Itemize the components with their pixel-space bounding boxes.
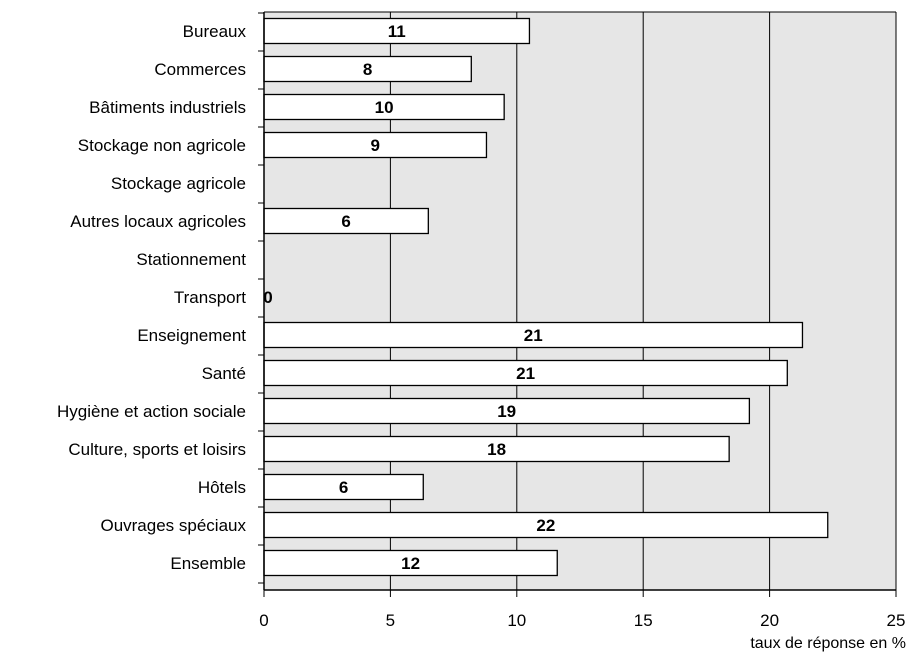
bar: [263, 17, 531, 45]
category-label: Hôtels: [198, 478, 246, 497]
data-label: 6: [341, 212, 350, 231]
category-label: Bâtiments industriels: [89, 98, 246, 117]
data-label: 8: [363, 60, 372, 79]
category-label: Stockage agricole: [111, 174, 246, 193]
bar: [263, 511, 829, 539]
data-label: 11: [388, 22, 406, 41]
data-label: 18: [487, 440, 506, 459]
data-label: 6: [339, 478, 348, 497]
x-tick-label: 15: [634, 611, 653, 630]
bar: [263, 93, 505, 121]
data-label: 12: [401, 554, 420, 573]
x-axis: 0 5 10 15 20 25: [258, 11, 906, 630]
category-label: Enseignement: [137, 326, 246, 345]
x-tick-label: 10: [507, 611, 526, 630]
x-tick-label: 20: [760, 611, 779, 630]
bar: [263, 207, 429, 235]
category-label: Autres locaux agricoles: [70, 212, 246, 231]
x-axis-title: taux de réponse en %: [750, 635, 906, 652]
data-label: 22: [536, 516, 555, 535]
bar: [263, 549, 558, 577]
x-tick-label: 25: [887, 611, 906, 630]
category-labels: Bureaux Commerces Bâtiments industriels Sto…: [57, 22, 247, 573]
data-label: 21: [516, 364, 535, 383]
category-label: Commerces: [154, 60, 246, 79]
data-label: 10: [375, 98, 394, 117]
x-tick-label: 0: [259, 611, 268, 630]
category-label: Ensemble: [170, 554, 246, 573]
category-label: Santé: [202, 364, 246, 383]
bars: [263, 17, 829, 577]
data-label: 9: [370, 136, 379, 155]
bar: [263, 321, 804, 349]
category-label: Ouvrages spéciaux: [100, 516, 246, 535]
category-label: Bureaux: [183, 22, 247, 41]
data-label: 21: [524, 326, 543, 345]
bar: [263, 131, 488, 159]
data-label: 19: [497, 402, 516, 421]
category-label: Stationnement: [136, 250, 246, 269]
category-label: Hygiène et action sociale: [57, 402, 246, 421]
category-label: Transport: [174, 288, 246, 307]
x-tick-label: 5: [386, 611, 395, 630]
category-label: Stockage non agricole: [78, 136, 246, 155]
bar: [263, 359, 788, 387]
category-label: Culture, sports et loisirs: [68, 440, 246, 459]
data-label: 0: [263, 288, 272, 307]
bar: [263, 397, 751, 425]
bar: [263, 473, 424, 501]
